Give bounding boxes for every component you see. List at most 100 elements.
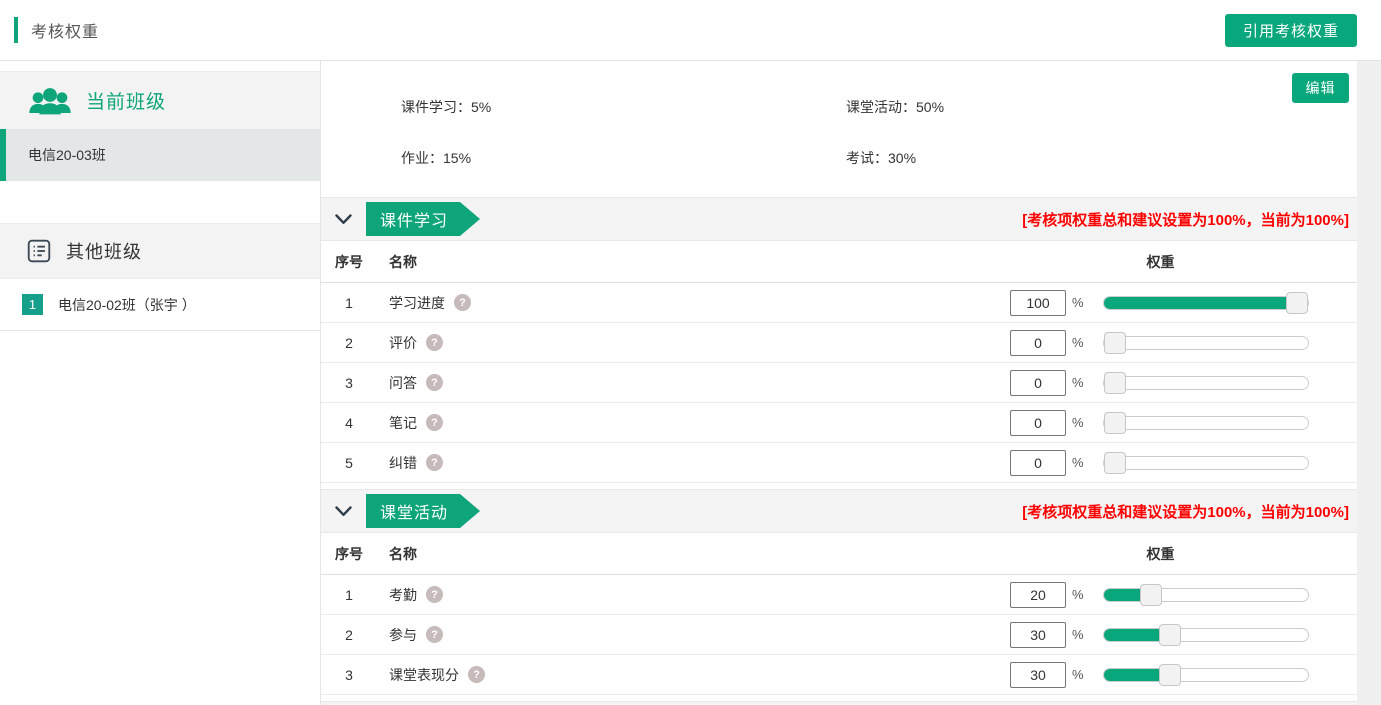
notepad-icon <box>27 239 51 263</box>
page-title: 考核权重 <box>31 24 100 41</box>
row-index: 5 <box>345 454 353 471</box>
help-icon[interactable]: ? <box>454 294 471 311</box>
row-index: 3 <box>345 666 353 683</box>
other-classes-header: 其他班级 <box>0 223 320 279</box>
summary-homework: 作业：15% <box>401 150 472 166</box>
percent-label: % <box>1072 375 1084 390</box>
help-icon[interactable]: ? <box>426 626 443 643</box>
row-index: 4 <box>345 414 353 431</box>
table-row: 4 笔记? % <box>321 403 1357 443</box>
row-name: 参与 <box>389 626 417 643</box>
slider-handle[interactable] <box>1104 331 1126 354</box>
other-class-name: 电信20-02班（张宇 ） <box>58 296 196 313</box>
row-index: 1 <box>345 294 353 311</box>
main-content: 编辑 课件学习：5% 课堂活动：50% 作业：15% 考试：30% 课件学习 [… <box>321 61 1357 705</box>
top-header: 考核权重 引用考核权重 <box>0 0 1381 61</box>
table-row: 1 考勤? % <box>321 575 1357 615</box>
cite-weights-button[interactable]: 引用考核权重 <box>1224 13 1357 47</box>
sidebar: 当前班级 电信20-03班 其他班级 1 电信20-02班（张宇 ） <box>0 61 321 705</box>
table-row: 2 参与? % <box>321 615 1357 655</box>
col-header-weight: 权重 <box>1146 253 1175 270</box>
weight-sum-note: [考核项权重总和建议设置为100%，当前为100%] <box>1022 503 1349 521</box>
slider-handle[interactable] <box>1140 583 1163 606</box>
weight-input[interactable] <box>1010 329 1066 356</box>
weight-input[interactable] <box>1010 621 1066 648</box>
weight-input[interactable] <box>1010 289 1066 316</box>
page-gutter <box>1357 61 1381 705</box>
col-header-name: 名称 <box>389 253 417 270</box>
row-index: 2 <box>345 626 353 643</box>
summary-courseware: 课件学习：5% <box>401 99 492 115</box>
table-row: 1 学习进度? % <box>321 283 1357 323</box>
row-index: 1 <box>345 586 353 603</box>
percent-label: % <box>1072 295 1084 310</box>
weight-slider[interactable] <box>1103 331 1309 354</box>
next-section-sliver <box>321 701 1357 705</box>
col-header-weight: 权重 <box>1146 545 1175 562</box>
weight-input[interactable] <box>1010 409 1066 436</box>
percent-label: % <box>1072 627 1084 642</box>
summary-exam: 考试：30% <box>846 150 917 166</box>
weight-input[interactable] <box>1010 449 1066 476</box>
help-icon[interactable]: ? <box>426 334 443 351</box>
help-icon[interactable]: ? <box>426 586 443 603</box>
weight-slider[interactable] <box>1103 583 1309 606</box>
section-title-ribbon: 课件学习 <box>366 202 480 236</box>
percent-label: % <box>1072 667 1084 682</box>
current-class-name: 电信20-03班 <box>28 147 106 163</box>
row-name: 问答 <box>389 374 417 391</box>
slider-handle[interactable] <box>1158 623 1181 646</box>
col-header-index: 序号 <box>335 545 363 562</box>
title-accent-bar <box>14 17 18 43</box>
row-index: 3 <box>345 374 353 391</box>
percent-label: % <box>1072 335 1084 350</box>
section-header-class-activity: 课堂活动 [考核项权重总和建议设置为100%，当前为100%] <box>321 489 1357 533</box>
class-number-badge: 1 <box>22 294 43 315</box>
weight-input[interactable] <box>1010 369 1066 396</box>
summary-class-activity: 课堂活动：50% <box>846 99 945 115</box>
weight-slider[interactable] <box>1103 371 1309 394</box>
table-header: 序号 名称 权重 <box>321 241 1357 283</box>
percent-label: % <box>1072 587 1084 602</box>
percent-label: % <box>1072 415 1084 430</box>
section-title-ribbon: 课堂活动 <box>366 494 480 528</box>
slider-handle[interactable] <box>1286 291 1308 314</box>
weight-sum-note: [考核项权重总和建议设置为100%，当前为100%] <box>1022 211 1349 229</box>
current-class-label: 当前班级 <box>86 92 167 113</box>
row-name: 课堂表现分 <box>389 666 459 683</box>
help-icon[interactable]: ? <box>426 414 443 431</box>
sidebar-item-other-class[interactable]: 1 电信20-02班（张宇 ） <box>0 279 320 331</box>
row-name: 评价 <box>389 334 417 351</box>
row-name: 笔记 <box>389 414 417 431</box>
section-header-courseware: 课件学习 [考核项权重总和建议设置为100%，当前为100%] <box>321 197 1357 241</box>
table-row: 2 评价? % <box>321 323 1357 363</box>
weight-input[interactable] <box>1010 581 1066 608</box>
table-row: 5 纠错? % <box>321 443 1357 483</box>
help-icon[interactable]: ? <box>426 374 443 391</box>
chevron-down-icon[interactable] <box>331 209 355 229</box>
table-row: 3 问答? % <box>321 363 1357 403</box>
slider-fill <box>1104 296 1286 309</box>
row-index: 2 <box>345 334 353 351</box>
current-class-header: 当前班级 <box>0 71 320 129</box>
other-classes-label: 其他班级 <box>66 242 142 262</box>
weight-slider[interactable] <box>1103 663 1309 686</box>
sidebar-item-current-class[interactable]: 电信20-03班 <box>0 129 320 181</box>
col-header-index: 序号 <box>335 253 363 270</box>
edit-button[interactable]: 编辑 <box>1292 73 1349 103</box>
weight-slider[interactable] <box>1103 291 1309 314</box>
chevron-down-icon[interactable] <box>331 501 355 521</box>
weight-slider[interactable] <box>1103 623 1309 646</box>
slider-handle[interactable] <box>1158 663 1181 686</box>
row-name: 纠错 <box>389 454 417 471</box>
weight-slider[interactable] <box>1103 451 1309 474</box>
slider-handle[interactable] <box>1104 451 1126 474</box>
help-icon[interactable]: ? <box>426 454 443 471</box>
percent-label: % <box>1072 455 1084 470</box>
weight-input[interactable] <box>1010 661 1066 688</box>
col-header-name: 名称 <box>389 545 417 562</box>
weight-slider[interactable] <box>1103 411 1309 434</box>
slider-handle[interactable] <box>1104 371 1126 394</box>
slider-handle[interactable] <box>1104 411 1126 434</box>
help-icon[interactable]: ? <box>468 666 485 683</box>
